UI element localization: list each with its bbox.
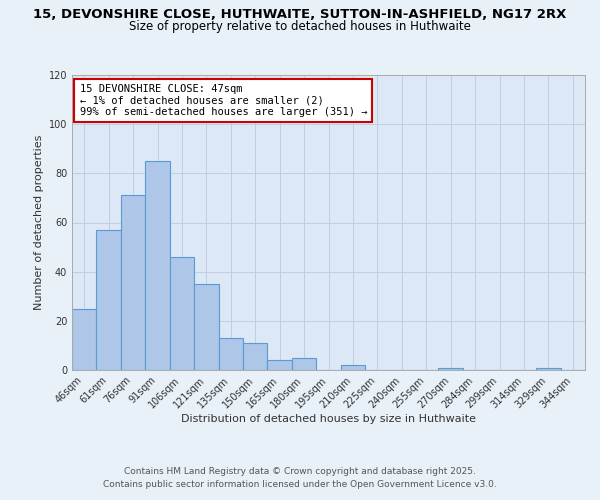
Text: Size of property relative to detached houses in Huthwaite: Size of property relative to detached ho… [129, 20, 471, 33]
Bar [243, 343, 268, 370]
Bar [439, 368, 463, 370]
Bar [97, 230, 121, 370]
Bar [121, 196, 145, 370]
Bar [72, 308, 97, 370]
Bar [536, 368, 560, 370]
Bar [145, 161, 170, 370]
Text: 15, DEVONSHIRE CLOSE, HUTHWAITE, SUTTON-IN-ASHFIELD, NG17 2RX: 15, DEVONSHIRE CLOSE, HUTHWAITE, SUTTON-… [34, 8, 566, 20]
Bar [292, 358, 316, 370]
Text: 15 DEVONSHIRE CLOSE: 47sqm
← 1% of detached houses are smaller (2)
99% of semi-d: 15 DEVONSHIRE CLOSE: 47sqm ← 1% of detac… [80, 84, 367, 117]
Text: Contains HM Land Registry data © Crown copyright and database right 2025.: Contains HM Land Registry data © Crown c… [124, 467, 476, 476]
Bar [268, 360, 292, 370]
Bar [218, 338, 243, 370]
X-axis label: Distribution of detached houses by size in Huthwaite: Distribution of detached houses by size … [181, 414, 476, 424]
Bar [170, 257, 194, 370]
Bar [194, 284, 218, 370]
Y-axis label: Number of detached properties: Number of detached properties [34, 135, 44, 310]
Bar [341, 365, 365, 370]
Text: Contains public sector information licensed under the Open Government Licence v3: Contains public sector information licen… [103, 480, 497, 489]
